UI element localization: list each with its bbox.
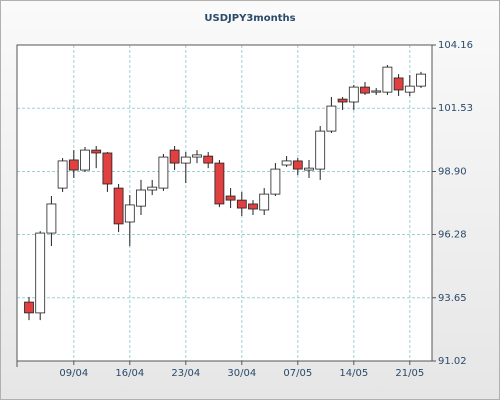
x-tick-label: 07/05 [283,368,312,379]
candle-body [393,77,404,91]
candle-body [91,149,102,154]
y-tick-label: 93.65 [438,293,467,304]
y-tick-label: 101.53 [438,103,473,114]
plot-frame [16,44,433,362]
candle-body [360,86,370,94]
candle-body [158,156,169,189]
candle-body [80,149,90,171]
candle-body [192,154,202,158]
candle-body [348,86,359,103]
candle-body [248,203,258,210]
x-tick-label: 09/04 [59,368,88,379]
candle-body [57,160,68,189]
candle-body [292,160,303,170]
y-tick-label: 96.28 [438,230,467,241]
candle-body [326,105,337,132]
x-tick-label: 14/05 [339,368,368,379]
candle-body [46,203,57,234]
candle-body [382,66,393,93]
candle-body [315,130,326,170]
chart-title: USDJPY3months [204,13,295,24]
candle-body [203,155,214,164]
candle-body [404,85,415,93]
x-tick-label: 23/04 [171,368,200,379]
candle-body [113,187,124,225]
candle-body [281,160,292,166]
candle-body [136,189,146,207]
candle-body [180,156,191,164]
candle-body [371,90,382,93]
candle-body [169,149,180,164]
candle-body [259,193,270,211]
candle-body [225,195,236,201]
candle-body [337,98,348,103]
candle-body [24,301,34,314]
plot-area [17,45,432,361]
y-tick-label: 104.16 [438,40,473,51]
candle-body [124,204,135,223]
candle-body [102,152,113,185]
candle-body [68,159,79,171]
candle-body [35,232,46,314]
candle-body [416,73,426,87]
x-tick-label: 30/04 [227,368,256,379]
candle-body [214,162,225,205]
x-tick-label: 21/05 [395,368,424,379]
candle-body [270,168,281,195]
candle-body [236,199,247,209]
candle-body [147,186,158,191]
y-tick-label: 98.90 [438,166,467,177]
candle-body [304,167,314,171]
y-tick-label: 91.02 [438,356,467,367]
x-tick-label: 16/04 [115,368,144,379]
